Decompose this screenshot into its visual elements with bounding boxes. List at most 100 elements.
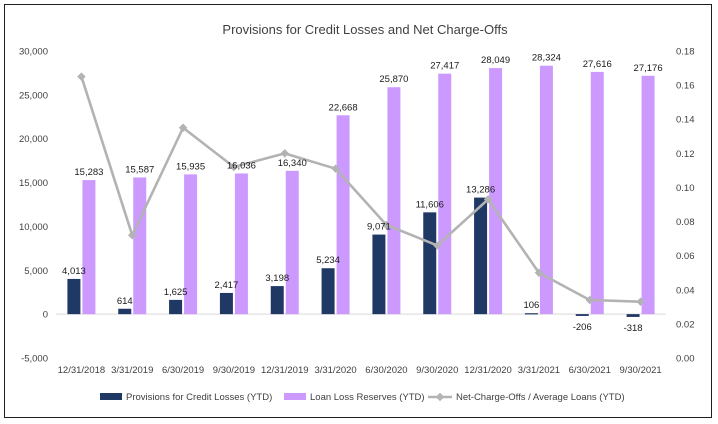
chart-title: Provisions for Credit Losses and Net Cha…	[222, 22, 508, 37]
nco-point	[178, 123, 188, 132]
reserves-data-label: 15,283	[74, 167, 103, 178]
legend-nco-label: Net-Charge-Offs / Average Loans (YTD)	[456, 392, 625, 403]
reserves-bar	[641, 75, 655, 315]
nco-point	[585, 295, 594, 305]
y-left-tick-label: 0	[43, 310, 48, 321]
legend-provisions-label: Provisions for Credit Losses (YTD)	[126, 392, 272, 403]
nco-point	[229, 162, 239, 172]
provisions-data-label: -318	[624, 323, 643, 334]
provisions-data-label: 3,198	[265, 273, 289, 284]
y-left-tick-label: 10,000	[19, 222, 48, 233]
reserves-bar	[234, 173, 248, 315]
y-left-tick-label: 20,000	[19, 134, 48, 145]
provisions-bar	[524, 313, 538, 315]
x-tick-label: 3/31/2019	[111, 365, 153, 376]
nco-point	[280, 149, 289, 158]
reserves-bar	[285, 170, 299, 315]
y-right-tick-label: 0.08	[676, 217, 695, 228]
provisions-bar	[169, 299, 183, 315]
x-tick-label: 9/30/2020	[416, 365, 458, 376]
provisions-data-label: 5,234	[316, 255, 340, 266]
provisions-data-label: -206	[573, 322, 592, 333]
x-tick-label: 12/31/2020	[464, 365, 512, 376]
bars	[67, 65, 655, 317]
right-axis: 0.00 0.02 0.04 0.06 0.08 0.10 0.12 0.14 0.16 0.18	[676, 47, 695, 365]
x-tick-label: 9/30/2021	[619, 365, 661, 376]
reserves-data-label: 27,616	[583, 59, 612, 70]
y-right-tick-label: 0.18	[676, 47, 695, 58]
reserves-data-label: 27,176	[634, 63, 663, 74]
nco-point	[77, 72, 86, 81]
nco-point	[483, 195, 493, 204]
reserves-bar	[489, 68, 503, 315]
reserves-bar	[82, 180, 96, 315]
data-labels: 4,013 15,283 614 15,587 1,625 15,935 2,417 16,0…	[62, 53, 663, 334]
y-right-tick-label: 0.12	[676, 149, 695, 160]
y-left-tick-label: 25,000	[19, 90, 48, 101]
line-series	[77, 72, 645, 306]
provisions-data-label: 11,606	[416, 199, 444, 210]
provisions-bar	[270, 286, 284, 315]
reserves-bar	[590, 71, 604, 315]
x-tick-label: 12/31/2019	[261, 365, 309, 376]
provisions-data-label: 9,071	[367, 222, 391, 233]
provisions-bar	[118, 308, 132, 315]
x-axis: 12/31/2018 3/31/2019 6/30/2019 9/30/2019 12/…	[58, 365, 662, 376]
reserves-data-label: 28,324	[532, 53, 561, 64]
provisions-bar	[372, 234, 386, 315]
nco-point	[636, 297, 645, 306]
provisions-bar	[321, 268, 335, 315]
reserves-data-label: 15,587	[125, 164, 154, 175]
legend-reserves-swatch	[284, 393, 306, 400]
x-tick-label: 6/30/2021	[569, 365, 611, 376]
nco-point	[128, 230, 137, 240]
reserves-data-label: 16,340	[278, 158, 307, 169]
x-tick-label: 6/30/2019	[162, 365, 204, 376]
reserves-bar	[539, 65, 553, 315]
nco-point	[433, 241, 442, 250]
reserves-bar	[438, 73, 452, 315]
reserves-bar	[133, 177, 147, 315]
provisions-bar	[626, 314, 640, 317]
y-left-tick-label: 15,000	[19, 178, 48, 189]
nco-line	[80, 76, 641, 304]
provisions-bar	[575, 314, 589, 316]
provisions-bar	[219, 292, 233, 315]
y-left-tick-label: 30,000	[19, 47, 48, 58]
reserves-data-label: 22,668	[329, 102, 358, 113]
reserves-data-label: 15,935	[176, 161, 205, 172]
provisions-data-label: 614	[117, 296, 133, 307]
x-tick-label: 9/30/2019	[213, 365, 255, 376]
y-right-tick-label: 0.00	[676, 354, 695, 365]
provisions-bar	[67, 278, 81, 315]
reserves-data-label: 28,049	[481, 55, 510, 66]
reserves-bar	[336, 115, 350, 315]
x-tick-label: 3/31/2021	[518, 365, 560, 376]
provisions-data-label: 13,286	[466, 185, 495, 196]
y-right-tick-label: 0.04	[676, 285, 695, 296]
y-left-tick-label: 5,000	[24, 266, 48, 277]
y-right-tick-label: 0.06	[676, 251, 695, 262]
nco-point	[331, 164, 340, 173]
x-tick-label: 3/31/2020	[314, 365, 356, 376]
nco-point	[382, 220, 391, 230]
reserves-data-label: 27,417	[430, 61, 459, 72]
y-right-tick-label: 0.02	[676, 319, 695, 330]
legend-provisions-swatch	[100, 393, 122, 400]
left-axis: -5,000 0 5,000 10,000 15,000 20,000 25,000 30,0…	[19, 47, 666, 365]
y-right-tick-label: 0.16	[676, 81, 695, 92]
legend: Provisions for Credit Losses (YTD) Loan L…	[100, 392, 625, 403]
provisions-data-label: 1,625	[164, 287, 188, 298]
provisions-bar	[474, 197, 488, 315]
x-tick-label: 6/30/2020	[365, 365, 407, 376]
reserves-data-label: 25,870	[379, 74, 408, 85]
y-right-tick-label: 0.10	[676, 183, 695, 194]
provisions-data-label: 106	[523, 300, 539, 311]
provisions-data-label: 2,417	[215, 280, 239, 291]
x-tick-label: 12/31/2018	[58, 365, 106, 376]
nco-point	[534, 268, 544, 277]
legend-reserves-label: Loan Loss Reserves (YTD)	[310, 392, 425, 403]
y-left-tick-label: -5,000	[21, 354, 48, 365]
reserves-data-label: 16,036	[227, 160, 256, 171]
